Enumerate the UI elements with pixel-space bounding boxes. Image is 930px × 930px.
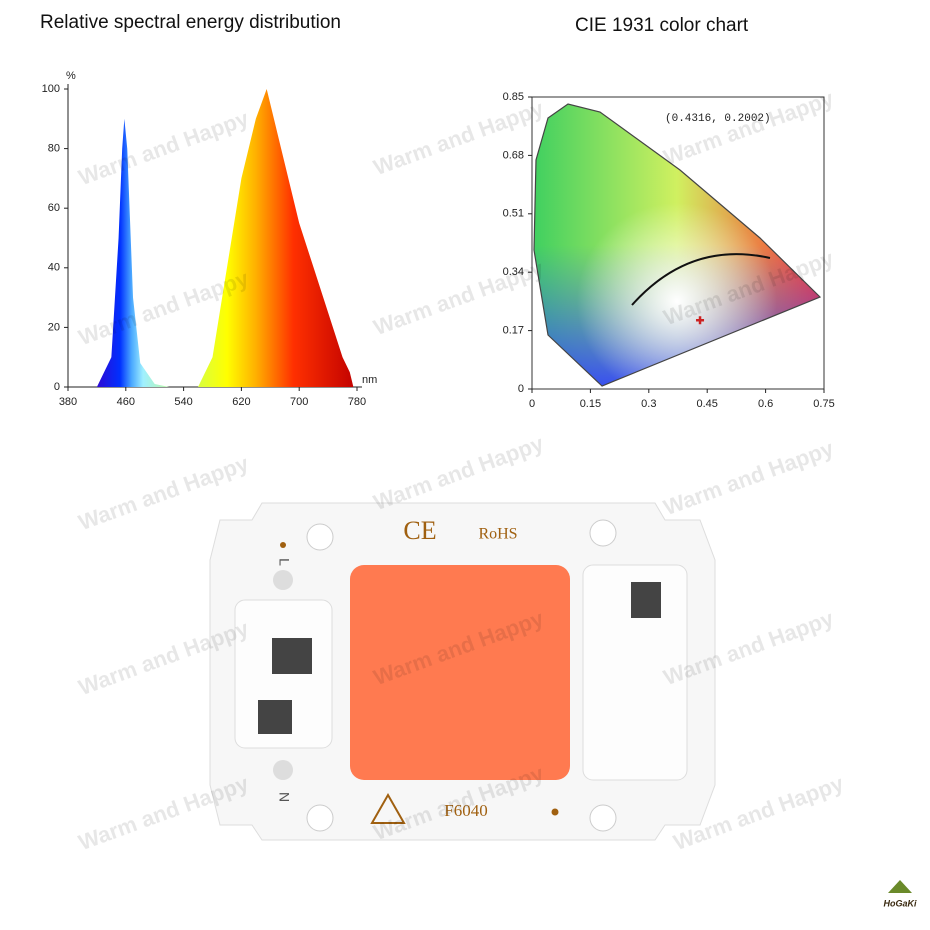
- plot-frame: [531, 96, 825, 390]
- x-tick-label: 0.15: [580, 398, 601, 410]
- chromaticity-locus: [533, 103, 822, 387]
- spectrum-area: [96, 89, 354, 387]
- chart-title: Relative spectral energy distribution: [40, 12, 341, 33]
- y-tick-label: 100: [42, 83, 60, 95]
- chart-title: CIE 1931 color chart: [575, 15, 749, 36]
- n-label: N: [276, 792, 292, 802]
- x-tick-label: 380: [59, 396, 77, 408]
- watermark: Warm and Happy: [370, 95, 547, 180]
- x-tick-label: 700: [290, 396, 308, 408]
- watermark: Warm and Happy: [75, 105, 252, 190]
- y-tick-label: 0.17: [503, 325, 524, 337]
- x-tick-label: 0.3: [641, 398, 656, 410]
- logo-icon: [888, 880, 912, 893]
- model-label: F6040: [444, 801, 487, 820]
- x-tick-label: 0.75: [813, 398, 834, 410]
- x-tick-label: 540: [174, 396, 192, 408]
- y-axis-label: %: [66, 70, 76, 82]
- rohs-mark: RoHS: [478, 526, 517, 543]
- x-tick-label: 780: [348, 396, 366, 408]
- cie-chart: CIE 1931 color chart (0.4316, 0.2002) 00…: [503, 15, 835, 410]
- y-tick-label: 0.68: [503, 149, 524, 161]
- y-tick-label: 0.85: [503, 91, 524, 103]
- x-tick-label: 0.6: [758, 398, 773, 410]
- x-tick-label: 0: [529, 398, 535, 410]
- y-tick-label: 0.34: [503, 266, 524, 278]
- spectrum-chart: Relative spectral energy distribution % …: [40, 12, 377, 408]
- watermark: Warm and Happy: [660, 435, 837, 520]
- y-tick-label: 60: [48, 202, 60, 214]
- y-tick-label: 20: [48, 321, 60, 333]
- x-axis-label: nm: [362, 374, 377, 386]
- y-tick-label: 40: [48, 262, 60, 274]
- y-tick-label: 0: [518, 383, 524, 395]
- watermark: Warm and Happy: [660, 85, 837, 170]
- logo: HoGaKi: [883, 898, 917, 908]
- ce-mark: CE: [403, 516, 436, 545]
- y-tick-label: 0.51: [503, 208, 524, 220]
- x-tick-label: 0.45: [696, 398, 717, 410]
- l-label: L: [276, 558, 292, 566]
- led-board-photo: CE RoHS F6040 L N: [209, 502, 716, 841]
- watermark: Warm and Happy: [370, 430, 547, 515]
- x-tick-label: 620: [232, 396, 250, 408]
- annotation: (0.4316, 0.2002): [665, 113, 771, 125]
- x-tick-label: 460: [117, 396, 135, 408]
- y-tick-label: 80: [48, 143, 60, 155]
- point: [696, 316, 705, 325]
- y-tick-label: 0: [54, 381, 60, 393]
